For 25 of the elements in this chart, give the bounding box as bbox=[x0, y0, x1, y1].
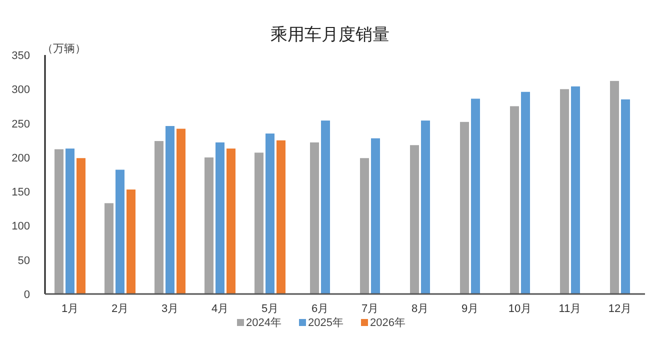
y-tick-label: 50 bbox=[18, 254, 30, 267]
legend-label: 2026年 bbox=[370, 317, 406, 329]
legend-label: 2025年 bbox=[308, 317, 344, 329]
x-tick-label: 9月 bbox=[461, 303, 479, 315]
y-tick-label: 200 bbox=[12, 152, 30, 164]
title: 乘用车月度销量 bbox=[270, 25, 390, 44]
y-tick-label: 100 bbox=[12, 220, 30, 233]
y-tick-label: 150 bbox=[12, 186, 30, 199]
y-tick-label: 350 bbox=[12, 50, 30, 62]
x-tick-label: 1月 bbox=[61, 303, 79, 315]
y-tick-label: 0 bbox=[24, 289, 30, 301]
y-tick-label: 250 bbox=[12, 118, 30, 130]
x-tick-label: 8月 bbox=[411, 303, 429, 315]
legend-label: 2024年 bbox=[246, 317, 282, 329]
x-tick-label: 5月 bbox=[261, 303, 279, 315]
x-tick-label: 7月 bbox=[361, 303, 379, 315]
x-tick-label: 6月 bbox=[311, 303, 329, 315]
x-tick-label: 11月 bbox=[558, 303, 582, 315]
x-tick-label: 2月 bbox=[111, 303, 129, 315]
x-tick-label: 10月 bbox=[508, 303, 532, 315]
x-tick-label: 12月 bbox=[608, 303, 632, 315]
ylabel: （万辆） bbox=[42, 43, 86, 55]
x-tick-label: 4月 bbox=[211, 303, 229, 315]
y-tick-label: 300 bbox=[12, 84, 30, 96]
x-tick-label: 3月 bbox=[161, 303, 179, 315]
